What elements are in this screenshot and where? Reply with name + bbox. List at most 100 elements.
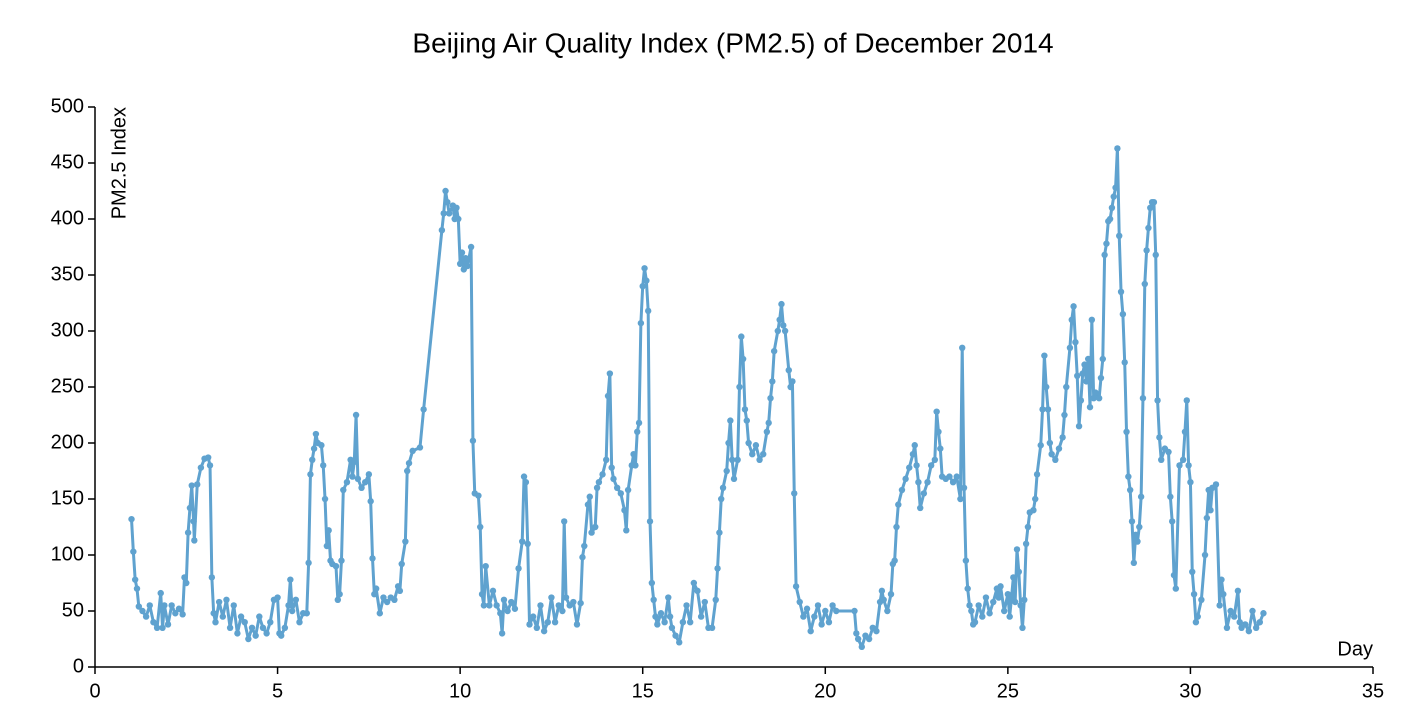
data-point	[1168, 518, 1176, 525]
data-point	[604, 392, 612, 400]
data-point	[891, 557, 898, 564]
data-point	[1066, 344, 1074, 351]
data-point	[734, 456, 741, 463]
data-point	[259, 624, 267, 631]
data-point	[661, 619, 668, 626]
data-point	[986, 610, 993, 617]
data-point	[1179, 456, 1187, 463]
data-point	[736, 383, 743, 391]
data-point	[1103, 240, 1110, 247]
data-point	[723, 467, 730, 475]
data-point	[1086, 403, 1094, 411]
data-point	[1183, 397, 1190, 404]
data-point	[1084, 355, 1092, 363]
data-point	[179, 611, 186, 618]
data-point	[453, 204, 460, 211]
data-point	[858, 643, 865, 651]
data-point	[968, 607, 975, 615]
data-point	[1256, 619, 1264, 626]
data-point	[352, 411, 360, 419]
data-point	[997, 583, 1004, 590]
data-point	[1143, 247, 1150, 254]
data-point	[577, 599, 584, 607]
data-point	[307, 471, 314, 478]
data-point	[725, 439, 732, 447]
data-point	[161, 602, 168, 609]
data-point	[1123, 428, 1130, 435]
data-point	[672, 632, 679, 639]
data-point	[796, 598, 803, 606]
data-point	[252, 632, 259, 639]
data-point	[237, 613, 245, 620]
data-point	[1108, 204, 1116, 211]
x-tick-label: 35	[1362, 680, 1384, 702]
data-point	[966, 602, 973, 609]
data-point	[398, 560, 405, 568]
data-point	[184, 529, 192, 536]
data-point	[1165, 448, 1172, 456]
data-point	[756, 456, 763, 463]
data-point	[234, 630, 241, 637]
data-point	[811, 613, 818, 620]
data-point	[778, 300, 785, 308]
data-point	[197, 464, 205, 471]
data-point	[511, 605, 519, 612]
data-point	[648, 579, 656, 587]
data-point	[776, 316, 783, 323]
data-point	[917, 504, 924, 512]
data-point	[995, 594, 1002, 601]
data-point	[526, 621, 533, 628]
data-point	[1185, 462, 1192, 469]
data-point	[1252, 624, 1260, 631]
data-point	[719, 484, 727, 491]
data-point	[573, 621, 581, 628]
data-point	[478, 591, 486, 598]
data-point	[215, 598, 223, 606]
data-point	[1145, 224, 1152, 232]
data-point	[878, 587, 886, 595]
data-point	[1126, 486, 1134, 494]
data-point	[933, 408, 940, 415]
data-point	[738, 333, 745, 340]
data-point	[763, 428, 771, 435]
y-axis-label: PM2.5 Index	[108, 107, 130, 219]
data-point	[760, 451, 767, 458]
data-point	[191, 537, 198, 544]
data-point	[1198, 596, 1205, 603]
data-point	[403, 467, 411, 475]
data-point	[1022, 540, 1030, 547]
data-point	[1201, 551, 1209, 559]
data-point	[679, 619, 687, 626]
data-point	[1013, 546, 1021, 553]
data-point	[181, 574, 188, 581]
data-point	[931, 456, 939, 463]
x-tick-label: 10	[449, 680, 471, 702]
data-point	[676, 639, 683, 646]
data-point	[548, 594, 555, 601]
data-point	[336, 591, 343, 598]
y-tick-label: 50	[62, 599, 84, 621]
data-point	[208, 574, 216, 581]
data-point	[902, 475, 909, 483]
data-point	[380, 594, 387, 601]
data-point	[362, 479, 369, 486]
data-point	[959, 344, 966, 351]
data-point	[960, 484, 968, 491]
data-point	[135, 603, 143, 610]
data-point	[489, 587, 497, 595]
data-point	[241, 619, 248, 626]
data-point	[570, 598, 577, 606]
data-point	[529, 613, 537, 620]
data-point	[438, 227, 446, 234]
data-point	[665, 594, 672, 601]
data-point	[343, 479, 351, 486]
data-point	[1010, 574, 1017, 581]
data-point	[524, 540, 531, 547]
data-point	[1212, 481, 1220, 488]
x-tick-label: 20	[814, 680, 836, 702]
data-point	[599, 471, 606, 478]
data-point	[190, 518, 197, 525]
data-point	[533, 624, 541, 631]
data-point	[1008, 594, 1015, 601]
data-point	[133, 585, 141, 592]
